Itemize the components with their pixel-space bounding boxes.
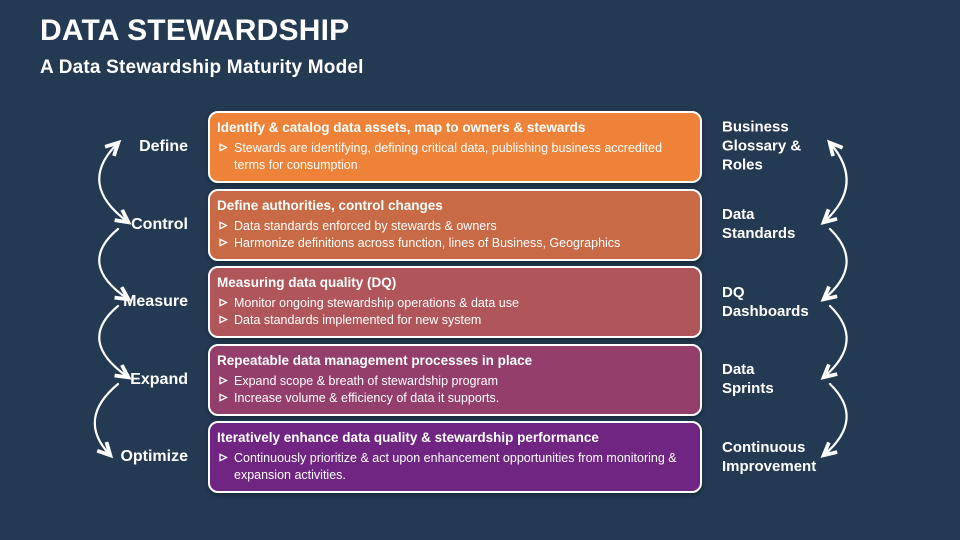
curved-arrow-control-measure — [98, 227, 128, 299]
stage-label-optimize: Optimize — [120, 448, 188, 465]
stage-label-control: Control — [131, 216, 188, 233]
arrow-bullet-icon — [219, 376, 228, 385]
curved-arrow-measure-expand — [98, 304, 128, 377]
outcome-line: DQ — [722, 284, 745, 301]
maturity-bar-expand: Repeatable data management processes in … — [208, 344, 702, 416]
outcome-line: Roles — [722, 156, 763, 174]
stage-label-measure: Measure — [123, 293, 188, 310]
page-subtitle: A Data Stewardship Maturity Model — [40, 57, 364, 78]
arrow-bullet-icon — [219, 393, 228, 402]
header: DATA STEWARDSHIP A Data Stewardship Matu… — [40, 14, 364, 79]
bar-bullet: Data standards implemented for new syste… — [217, 312, 688, 329]
outcome-line: Dashboards — [722, 303, 809, 320]
bullet-text: Monitor ongoing stewardship operations &… — [234, 296, 519, 311]
arrow-bullet-icon — [219, 315, 228, 324]
bar-title: Repeatable data management processes in … — [217, 353, 533, 369]
arrow-bullet-icon — [219, 238, 228, 247]
bar-title: Measuring data quality (DQ) — [217, 275, 397, 291]
outcome-line: Standards — [722, 225, 796, 242]
arrow-bullet-icon — [219, 221, 228, 230]
bar-bullet: Stewards are identifying, defining criti… — [217, 140, 688, 174]
bullet-text: Data standards implemented for new syste… — [234, 312, 482, 327]
outcome-label-data-standards: Data Standards — [722, 205, 832, 243]
outcome-label-business-glossary: Business Glossary & Roles — [722, 118, 832, 175]
bar-title: Iteratively enhance data quality & stewa… — [217, 430, 599, 446]
outcome-line: Data — [722, 361, 755, 378]
curved-arrow-expand-optimize — [93, 382, 120, 455]
bar-bullet: Harmonize definitions across function, l… — [217, 235, 688, 252]
arrow-bullet-icon — [219, 453, 228, 462]
maturity-bar-control: Define authorities, control changes Data… — [208, 189, 702, 261]
page-title: DATA STEWARDSHIP — [40, 14, 350, 47]
bullet-text: Increase volume & efficiency of data it … — [234, 390, 500, 405]
outcome-label-data-sprints: Data Sprints — [722, 360, 832, 398]
outcome-line: Business — [722, 118, 789, 136]
bullet-text: Harmonize definitions across function, l… — [234, 235, 621, 250]
outcome-line: Improvement — [722, 458, 817, 475]
bar-bullet: Data standards enforced by stewards & ow… — [217, 218, 688, 235]
arrow-bullet-icon — [219, 143, 228, 152]
bullet-text: Data standards enforced by stewards & ow… — [234, 219, 497, 234]
stage-label-expand: Expand — [130, 371, 188, 388]
stage-label-define: Define — [139, 138, 188, 155]
outcome-label-continuous-improvement: Continuous Improvement — [722, 438, 832, 476]
arrow-bullet-icon — [219, 298, 228, 307]
outcome-line: Continuous — [722, 439, 806, 456]
bar-title: Define authorities, control changes — [217, 198, 443, 214]
maturity-bar-optimize: Iteratively enhance data quality & stewa… — [208, 421, 702, 493]
bar-bullet: Increase volume & efficiency of data it … — [217, 390, 688, 407]
outcome-line: Glossary & — [722, 137, 802, 155]
maturity-bar-measure: Measuring data quality (DQ) Monitor ongo… — [208, 266, 702, 338]
bar-bullet: Monitor ongoing stewardship operations &… — [217, 295, 688, 312]
bullet-text: Continuously prioritize & act upon enhan… — [234, 451, 677, 482]
bar-bullet: Continuously prioritize & act upon enhan… — [217, 450, 688, 484]
bullet-text: Stewards are identifying, defining criti… — [234, 141, 663, 172]
outcome-label-dq-dashboards: DQ Dashboards — [722, 283, 832, 321]
outcome-line: Sprints — [722, 380, 774, 397]
outcome-line: Data — [722, 206, 755, 223]
bar-bullet: Expand scope & breath of stewardship pro… — [217, 373, 688, 390]
maturity-bar-define: Identify & catalog data assets, map to o… — [208, 111, 702, 183]
bar-title: Identify & catalog data assets, map to o… — [217, 120, 586, 136]
bullet-text: Expand scope & breath of stewardship pro… — [234, 374, 499, 389]
